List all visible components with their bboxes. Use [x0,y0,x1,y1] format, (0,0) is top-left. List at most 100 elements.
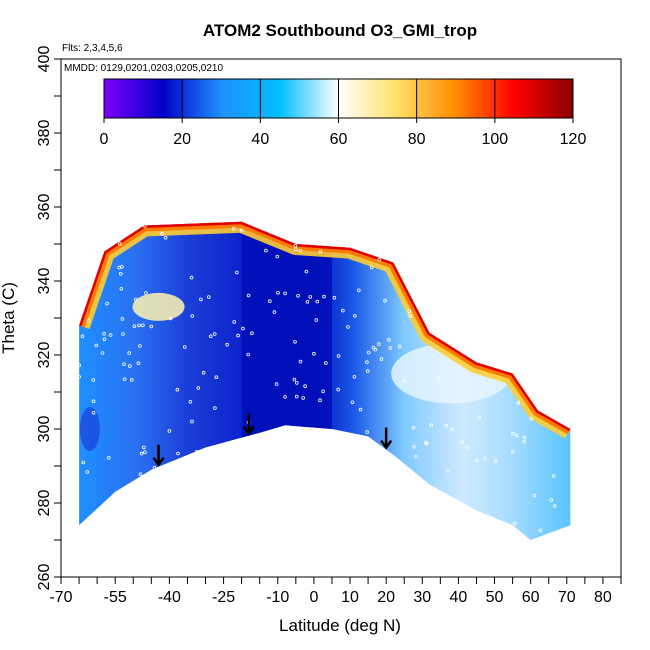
x-tick-label: -55 [104,589,127,606]
x-tick-label: 50 [486,589,504,606]
sample-point [555,396,559,401]
sample-point [318,398,322,403]
sample-point [352,374,357,379]
sample-point [293,244,298,248]
sample-point [296,293,300,298]
sample-point [340,308,345,313]
sample-point [176,451,180,456]
sample-point [503,351,508,356]
sample-point [100,351,105,355]
sample-point [142,445,146,450]
sample-point [389,483,394,488]
sample-point [323,361,328,365]
arrow-head [380,439,393,450]
sample-point [199,297,203,302]
sample-point [414,454,418,459]
sample-point [207,295,211,299]
colorbar-tick-label: 40 [251,131,269,148]
sample-point [201,370,206,375]
sample-point [89,269,93,273]
y-tick-label: 300 [36,416,53,443]
sample-point [117,265,121,270]
sample-point [195,521,200,526]
sample-point [81,460,85,465]
sample-point [336,520,341,524]
sample-point [212,332,217,336]
sample-point [246,443,251,448]
sample-point [424,440,428,445]
sample-point [232,320,237,324]
colorbar-ticks: 0 20 40 60 80 100 120 [100,79,587,148]
sample-point [134,297,138,302]
sample-point [129,377,134,382]
sample-point [495,229,500,233]
sample-point [450,427,454,432]
sample-point [167,429,172,433]
sample-point [345,534,349,539]
sample-point [168,316,173,321]
sample-point [267,299,272,304]
colorbar-tick-label: 120 [560,131,587,148]
sample-point [549,413,554,418]
sample-point [433,321,438,326]
x-tick-label: 30 [413,589,431,606]
sample-point [115,499,120,504]
low-ozone-core [241,221,332,541]
sample-point [108,333,113,337]
sample-point [217,468,221,473]
sample-point [225,342,230,347]
sample-point [534,292,539,297]
sample-point [214,375,219,380]
sample-point [319,236,324,241]
sample-point [543,316,548,321]
sample-point [116,514,120,519]
sample-point [122,362,126,367]
sample-point [301,497,306,502]
sample-point [353,313,357,318]
sample-point [411,425,416,430]
sample-point [230,513,234,518]
x-tick-label: -70 [49,589,72,606]
sample-point [115,500,119,505]
x-tick-label: 20 [377,589,395,606]
sample-point [453,246,458,251]
sample-point [246,352,251,357]
sample-point [366,526,370,531]
sample-point [292,486,297,491]
sample-point [224,521,228,526]
y-tick-label: 320 [36,342,53,369]
sample-point [365,430,370,434]
y-tick-label: 400 [36,46,53,73]
sample-point [190,314,195,318]
y-tick-label: 340 [36,268,53,295]
sample-point [86,318,91,323]
sample-point [475,458,479,463]
sample-point [121,332,125,336]
sample-point [381,251,386,256]
sample-point [102,331,106,336]
sample-point [312,351,316,356]
sample-point [465,445,470,449]
sample-point [513,329,518,334]
sample-point [342,236,347,241]
sample-point [190,419,194,424]
sample-point [161,533,165,538]
sample-point [121,535,125,539]
sample-point [409,273,414,278]
sample-point [128,364,132,368]
sample-point [516,400,521,405]
sample-point [465,263,470,268]
sample-point [443,496,448,501]
sample-point [292,377,297,382]
chart-title: ATOM2 Southbound O3_GMI_trop [203,21,477,40]
sample-point [442,261,447,266]
sample-point [387,337,391,342]
sample-point [191,455,196,460]
sample-point [83,298,88,302]
sample-point [241,326,245,331]
sample-point [532,493,537,498]
sample-point [363,465,368,469]
sample-point [314,318,319,322]
x-tick-label: -25 [212,589,235,606]
sample-point [551,474,556,478]
